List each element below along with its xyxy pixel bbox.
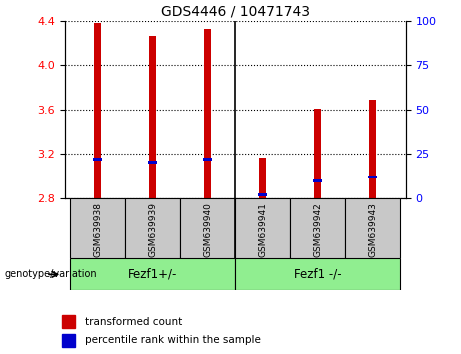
Text: Fezf1 -/-: Fezf1 -/- [294,268,342,281]
Bar [180,198,235,258]
Text: GSM639939: GSM639939 [148,202,157,257]
Text: GSM639942: GSM639942 [313,202,322,257]
Title: GDS4446 / 10471743: GDS4446 / 10471743 [160,5,310,19]
Bar [313,179,322,182]
Bar [125,198,180,258]
Text: GSM639940: GSM639940 [203,202,212,257]
Text: GSM639938: GSM639938 [93,202,102,257]
Bar [314,109,321,198]
Bar [70,258,235,290]
Bar [345,198,400,258]
Bar [62,315,75,328]
Bar [148,161,157,164]
Bar [62,334,75,347]
Bar [235,198,290,258]
Bar [290,198,345,258]
Bar [70,198,125,258]
Text: GSM639943: GSM639943 [368,202,377,257]
Bar [258,193,267,196]
Bar [235,258,400,290]
Bar [369,100,376,198]
Bar [260,159,266,198]
Bar [93,158,102,161]
Bar [204,29,211,198]
Bar [94,23,101,198]
Bar [368,176,377,178]
Text: transformed count: transformed count [85,316,183,327]
Text: percentile rank within the sample: percentile rank within the sample [85,335,261,346]
Text: GSM639941: GSM639941 [258,202,267,257]
Bar [149,36,156,198]
Bar [203,158,212,161]
Text: genotype/variation: genotype/variation [5,269,97,279]
Text: Fezf1+/-: Fezf1+/- [128,268,177,281]
